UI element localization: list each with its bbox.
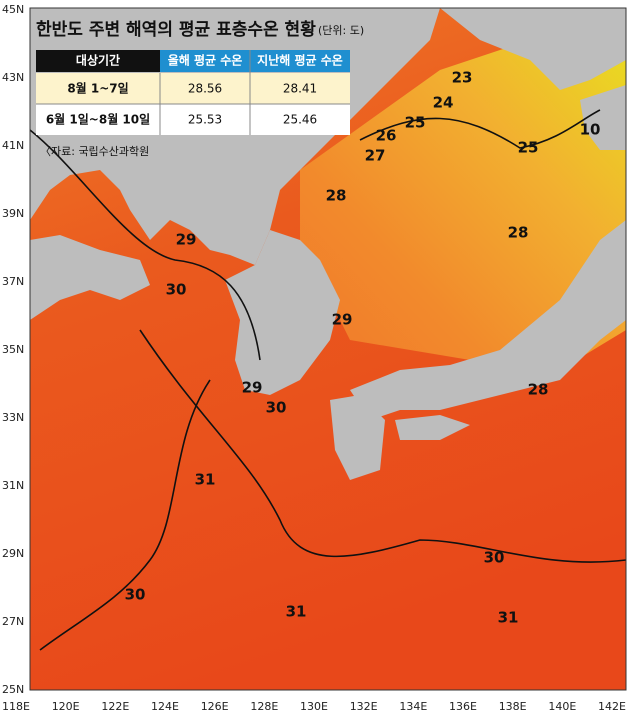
lon-label: 126E: [201, 700, 229, 713]
contour-line: [359, 109, 601, 149]
contour-label: 31: [286, 603, 307, 621]
contour-label: 23: [452, 69, 473, 87]
lat-label: 37N: [2, 275, 24, 288]
contour-label: 28: [508, 224, 529, 242]
land-china: [30, 8, 440, 265]
contour-label: 30: [125, 586, 146, 604]
east-sea: [300, 20, 626, 370]
contour-line: [139, 329, 627, 563]
contour-label: 28: [528, 381, 549, 399]
lon-label: 122E: [101, 700, 129, 713]
contour-label: 25: [518, 139, 539, 157]
contour-label: 24: [433, 94, 454, 112]
lat-label: 25N: [2, 683, 24, 696]
lon-label: 134E: [399, 700, 427, 713]
title: 한반도 주변 해역의 평균 표층수온 현황: [36, 20, 316, 40]
lon-label: 128E: [250, 700, 278, 713]
lon-label: 138E: [499, 700, 527, 713]
table-header-bg: [160, 50, 350, 72]
contour-label: 30: [266, 399, 287, 417]
lat-label: 39N: [2, 207, 24, 220]
contour-label: 31: [195, 471, 216, 489]
contour-label: 30: [484, 549, 505, 567]
land-kyushu: [330, 395, 385, 480]
contour-label: 31: [498, 609, 519, 627]
table-row-bg: [36, 104, 350, 135]
table-row-bg: [36, 73, 350, 104]
land-korea: [225, 230, 340, 395]
table-cell: 28.41: [283, 82, 317, 96]
lat-label: 27N: [2, 615, 24, 628]
lon-label: 120E: [52, 700, 80, 713]
contour-label: 29: [242, 379, 263, 397]
source: 〈자료: 국립수산과학원: [40, 145, 149, 158]
contour-label: 29: [332, 311, 353, 329]
lat-label: 45N: [2, 3, 24, 16]
lat-label: 29N: [2, 547, 24, 560]
table-cell: 28.56: [188, 82, 222, 96]
lon-label: 136E: [449, 700, 477, 713]
contour-label: 10: [580, 121, 601, 139]
land-hokkaido: [580, 85, 626, 150]
land-honshu: [350, 220, 626, 420]
table-header: 올해 평균 수온: [168, 53, 243, 68]
lon-label: 118E: [2, 700, 30, 713]
contour-line: [39, 379, 211, 651]
lon-label: 132E: [350, 700, 378, 713]
table-header: 대상기간: [76, 53, 120, 68]
lon-label: 142E: [598, 700, 626, 713]
lat-label: 43N: [2, 71, 24, 84]
contour-label: 26: [376, 127, 397, 145]
lon-label: 124E: [151, 700, 179, 713]
table-header-bg: [36, 50, 160, 72]
table-cell: 25.46: [283, 113, 317, 127]
lat-label: 31N: [2, 479, 24, 492]
map-frame: [29, 7, 627, 691]
land-shandong: [30, 235, 150, 320]
land-russia: [440, 8, 626, 90]
contour-label: 25: [405, 114, 426, 132]
table-cell: 25.53: [188, 113, 222, 127]
contour-label: 28: [326, 187, 347, 205]
contour-label: 30: [166, 281, 187, 299]
table-cell: 6월 1일~8월 10일: [46, 112, 150, 127]
lon-label: 130E: [300, 700, 328, 713]
contour-line: [29, 129, 261, 361]
land-shikoku: [395, 415, 470, 440]
lat-label: 33N: [2, 411, 24, 424]
contour-label: 29: [176, 231, 197, 249]
lon-label: 140E: [548, 700, 576, 713]
unit: (단위: 도): [318, 24, 364, 37]
contour-label: 27: [365, 147, 386, 165]
table-cell: 8월 1~7일: [67, 81, 128, 96]
lat-label: 35N: [2, 343, 24, 356]
lat-label: 41N: [2, 139, 24, 152]
table-header: 지난해 평균 수온: [257, 53, 343, 68]
